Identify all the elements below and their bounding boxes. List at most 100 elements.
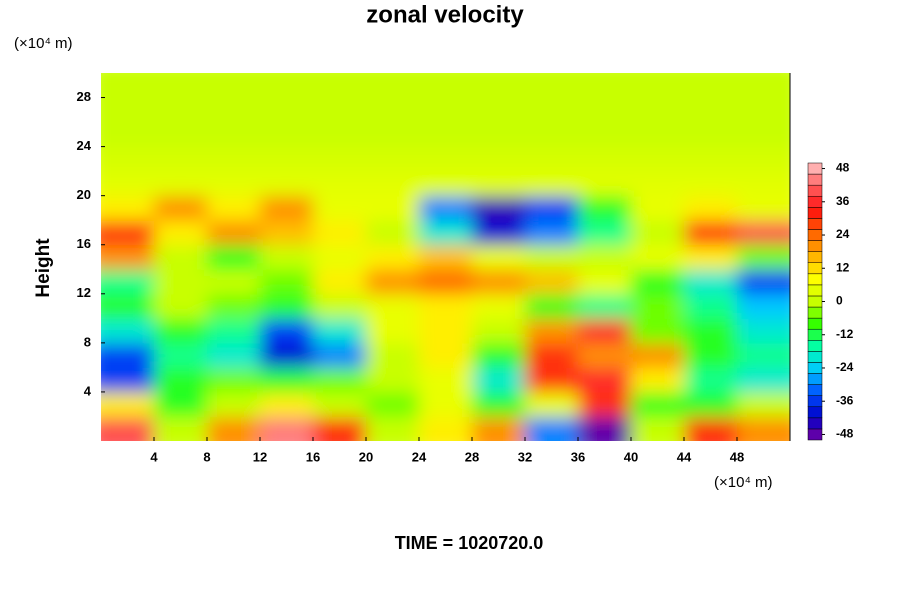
cell bbox=[737, 97, 790, 123]
cell bbox=[260, 195, 314, 221]
cell bbox=[684, 195, 738, 221]
cell bbox=[684, 73, 738, 99]
cell bbox=[419, 391, 473, 418]
x-tick-label: 36 bbox=[571, 449, 585, 464]
cell bbox=[313, 416, 367, 441]
y-axis-label: Height bbox=[33, 238, 54, 298]
field bbox=[101, 73, 790, 441]
y-tick-label: 12 bbox=[77, 285, 91, 300]
x-tick-label: 4 bbox=[150, 449, 158, 464]
colorbar-band bbox=[807, 406, 823, 419]
colorbar-band bbox=[807, 295, 823, 308]
cell bbox=[260, 367, 314, 393]
cell bbox=[737, 342, 790, 368]
cell bbox=[154, 220, 208, 246]
cell bbox=[525, 342, 579, 368]
colorbar-band bbox=[807, 162, 823, 175]
cell bbox=[578, 146, 632, 172]
cell bbox=[472, 342, 526, 368]
colorbar-band bbox=[807, 373, 823, 385]
colorbar: 48 36 24 12 0 -12 -24 -36 -48 bbox=[807, 161, 854, 441]
cell bbox=[154, 122, 208, 148]
cell bbox=[260, 293, 314, 319]
cell bbox=[419, 220, 473, 246]
cell bbox=[207, 171, 261, 197]
x-tick-label: 40 bbox=[624, 449, 638, 464]
cell bbox=[154, 416, 208, 441]
colorbar-band bbox=[807, 284, 823, 297]
cell bbox=[313, 244, 367, 270]
colorbar-band bbox=[807, 328, 823, 341]
cell bbox=[525, 195, 579, 221]
cell bbox=[737, 416, 790, 441]
cell bbox=[472, 269, 526, 295]
cell bbox=[154, 318, 208, 344]
colorbar-tick-label: -12 bbox=[836, 327, 854, 341]
cell bbox=[419, 73, 473, 99]
cell bbox=[260, 416, 314, 441]
cell bbox=[101, 416, 155, 441]
cell bbox=[154, 195, 208, 221]
cell bbox=[207, 416, 261, 441]
colorbar-tick-label: -24 bbox=[836, 360, 854, 374]
cell bbox=[472, 73, 526, 99]
cell bbox=[207, 318, 261, 344]
cell bbox=[684, 269, 738, 295]
cell bbox=[525, 171, 579, 197]
cell bbox=[154, 73, 208, 99]
cell bbox=[313, 269, 367, 295]
cell bbox=[366, 195, 420, 221]
cell bbox=[631, 269, 685, 295]
cell bbox=[684, 97, 738, 123]
cell bbox=[101, 195, 155, 221]
colorbar-band bbox=[807, 417, 823, 430]
cell bbox=[525, 391, 579, 418]
colorbar-tick-label: -36 bbox=[836, 393, 854, 407]
cell bbox=[525, 269, 579, 295]
cell bbox=[631, 293, 685, 319]
y-tick-label: 4 bbox=[84, 383, 92, 398]
cell bbox=[737, 269, 790, 295]
cell bbox=[737, 391, 790, 418]
cell bbox=[313, 122, 367, 148]
cell bbox=[154, 244, 208, 270]
cell bbox=[313, 318, 367, 344]
cell bbox=[631, 244, 685, 270]
cell bbox=[366, 220, 420, 246]
cell bbox=[260, 244, 314, 270]
cell bbox=[101, 73, 155, 99]
cell bbox=[154, 367, 208, 393]
colorbar-band bbox=[807, 273, 823, 286]
cell bbox=[737, 195, 790, 221]
cell bbox=[366, 122, 420, 148]
cell bbox=[101, 269, 155, 295]
cell bbox=[419, 318, 473, 344]
colorbar-band bbox=[807, 351, 823, 363]
cell bbox=[525, 146, 579, 172]
cell bbox=[525, 244, 579, 270]
x-tick-label: 24 bbox=[412, 449, 427, 464]
cell bbox=[366, 171, 420, 197]
cell bbox=[472, 146, 526, 172]
cell bbox=[419, 293, 473, 319]
cell bbox=[737, 293, 790, 319]
colorbar-tick-label: 48 bbox=[836, 161, 850, 175]
cell bbox=[154, 171, 208, 197]
cell bbox=[737, 220, 790, 246]
chart-title: zonal velocity bbox=[366, 1, 524, 28]
cell bbox=[578, 367, 632, 393]
cell bbox=[525, 293, 579, 319]
cell bbox=[684, 416, 738, 441]
cell bbox=[472, 293, 526, 319]
x-tick-label: 44 bbox=[677, 449, 692, 464]
cell bbox=[260, 146, 314, 172]
cell bbox=[313, 367, 367, 393]
cell bbox=[578, 244, 632, 270]
cell bbox=[472, 416, 526, 441]
cell bbox=[578, 97, 632, 123]
cell bbox=[207, 220, 261, 246]
y-unit: (×10⁴ m) bbox=[14, 35, 73, 52]
cell bbox=[207, 146, 261, 172]
cell bbox=[101, 293, 155, 319]
